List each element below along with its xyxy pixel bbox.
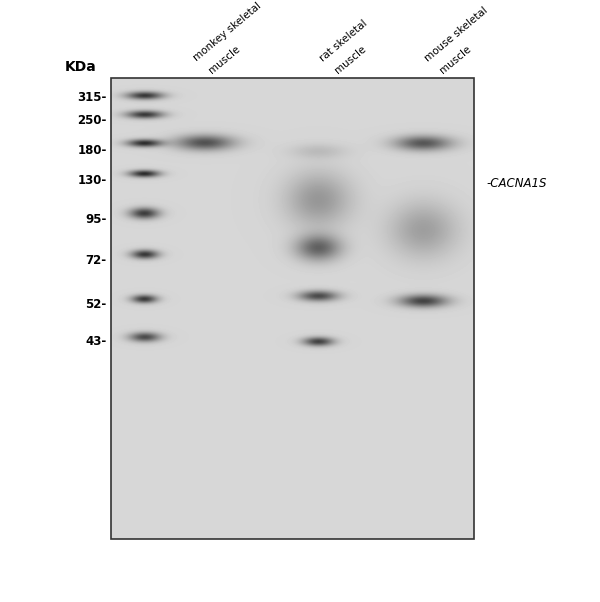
Text: 52-: 52-	[86, 298, 107, 311]
Bar	[111, 78, 474, 539]
Text: 250-: 250-	[77, 114, 107, 127]
Text: muscle: muscle	[207, 43, 242, 75]
Text: -CACNA1S: -CACNA1S	[486, 177, 547, 190]
Text: 72-: 72-	[86, 253, 107, 267]
Text: 130-: 130-	[77, 174, 107, 187]
Text: mouse skeletal: mouse skeletal	[423, 5, 490, 63]
Text: 180-: 180-	[77, 144, 107, 157]
Text: KDa: KDa	[65, 60, 97, 74]
Text: 95-: 95-	[85, 213, 107, 226]
Text: 315-: 315-	[77, 91, 107, 104]
Text: monkey skeletal: monkey skeletal	[192, 1, 263, 63]
Text: muscle: muscle	[438, 43, 473, 75]
Text: rat skeletal: rat skeletal	[318, 18, 370, 63]
Text: 43-: 43-	[86, 335, 107, 349]
Text: muscle: muscle	[333, 43, 368, 75]
